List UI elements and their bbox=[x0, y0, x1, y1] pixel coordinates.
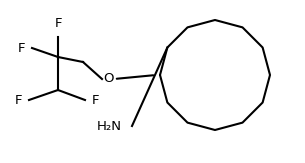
Text: O: O bbox=[103, 73, 113, 86]
Text: F: F bbox=[92, 94, 99, 106]
Text: F: F bbox=[17, 42, 25, 54]
Text: H₂N: H₂N bbox=[97, 119, 122, 133]
Text: F: F bbox=[15, 94, 22, 106]
Text: F: F bbox=[54, 17, 62, 30]
